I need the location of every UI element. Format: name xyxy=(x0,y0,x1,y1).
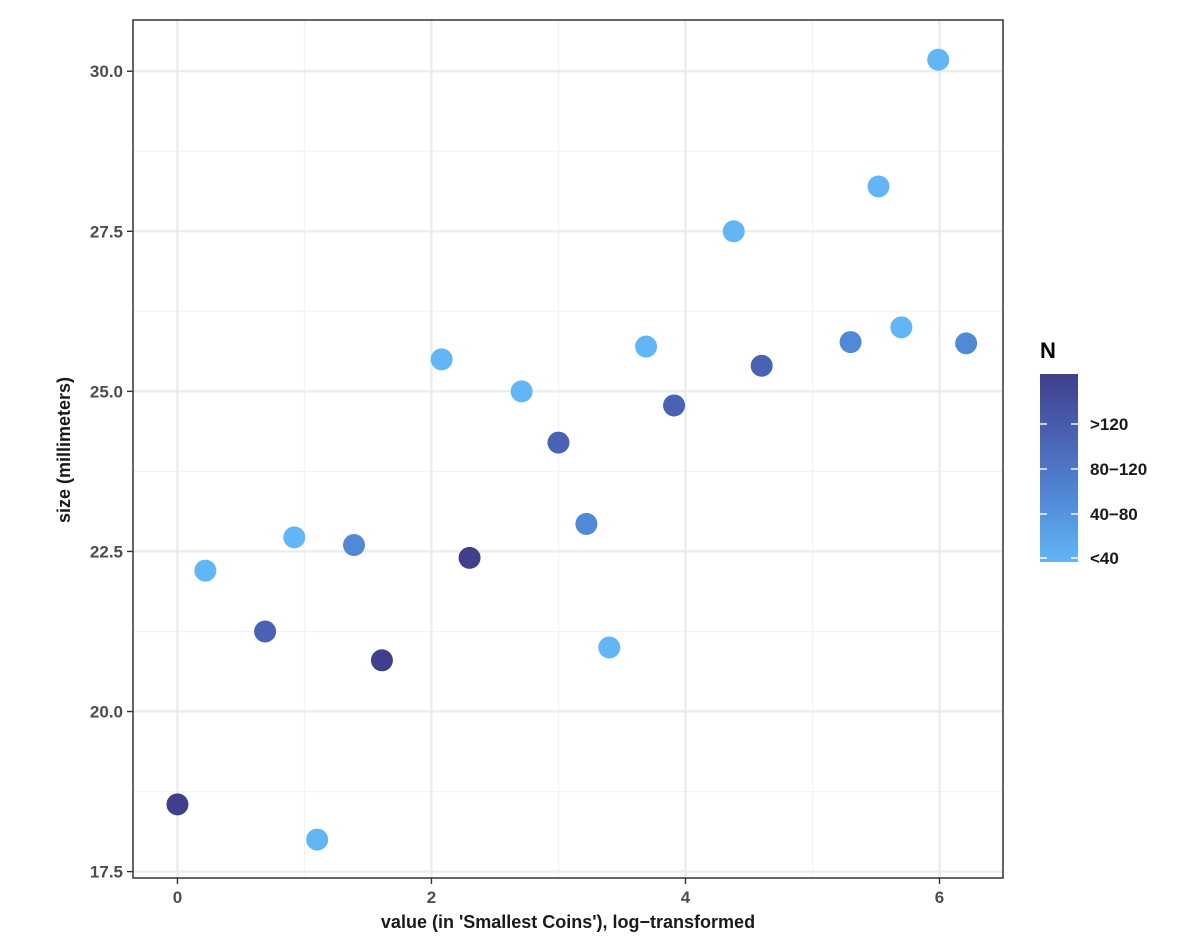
major-gridlines xyxy=(133,20,1003,878)
data-point xyxy=(166,793,189,816)
y-tick-label: 17.5 xyxy=(90,863,123,882)
plot-panel-border xyxy=(132,19,1004,879)
data-point xyxy=(722,220,745,243)
y-tick-label: 20.0 xyxy=(90,703,123,722)
data-point xyxy=(458,546,481,569)
data-point xyxy=(370,649,393,672)
x-tick-label: 2 xyxy=(427,888,436,907)
legend-label-40-80: 40−80 xyxy=(1090,505,1138,524)
data-point xyxy=(663,394,686,417)
x-tick-label: 6 xyxy=(935,888,944,907)
data-point xyxy=(254,620,277,643)
data-point xyxy=(750,354,773,377)
data-point xyxy=(283,526,306,549)
y-tick-label: 22.5 xyxy=(90,542,123,561)
data-point xyxy=(598,636,621,659)
legend-label-gt120: >120 xyxy=(1090,415,1128,434)
data-point xyxy=(867,175,890,198)
data-point xyxy=(955,332,978,355)
legend-label-lt40: <40 xyxy=(1090,549,1119,568)
y-axis-ticks: 17.5 20.0 22.5 25.0 27.5 30.0 xyxy=(90,62,133,882)
y-tick-label: 25.0 xyxy=(90,382,123,401)
data-point xyxy=(839,331,862,354)
data-point xyxy=(635,335,658,358)
x-axis-title: value (in 'Smallest Coins'), log−transfo… xyxy=(381,912,755,932)
data-point xyxy=(890,316,913,339)
data-point xyxy=(927,48,950,71)
legend-title: N xyxy=(1040,338,1056,363)
y-axis-title: size (millimeters) xyxy=(54,377,74,523)
legend: N >120 80−120 40−80 <40 xyxy=(1040,338,1147,568)
data-points xyxy=(166,48,978,851)
legend-label-80-120: 80−120 xyxy=(1090,460,1147,479)
data-point xyxy=(306,828,329,851)
x-tick-label: 4 xyxy=(681,888,691,907)
data-point xyxy=(342,534,365,557)
data-point xyxy=(575,512,598,535)
x-tick-label: 0 xyxy=(173,888,182,907)
data-point xyxy=(510,380,533,403)
y-tick-label: 30.0 xyxy=(90,62,123,81)
y-tick-label: 27.5 xyxy=(90,222,123,241)
x-axis-ticks: 0 2 4 6 xyxy=(173,878,944,907)
legend-colorbar-ticks xyxy=(1040,423,1078,559)
legend-colorbar xyxy=(1040,374,1078,562)
data-point xyxy=(430,348,453,371)
data-point xyxy=(547,431,570,454)
data-point xyxy=(194,559,217,582)
minor-gridlines xyxy=(133,20,1003,878)
